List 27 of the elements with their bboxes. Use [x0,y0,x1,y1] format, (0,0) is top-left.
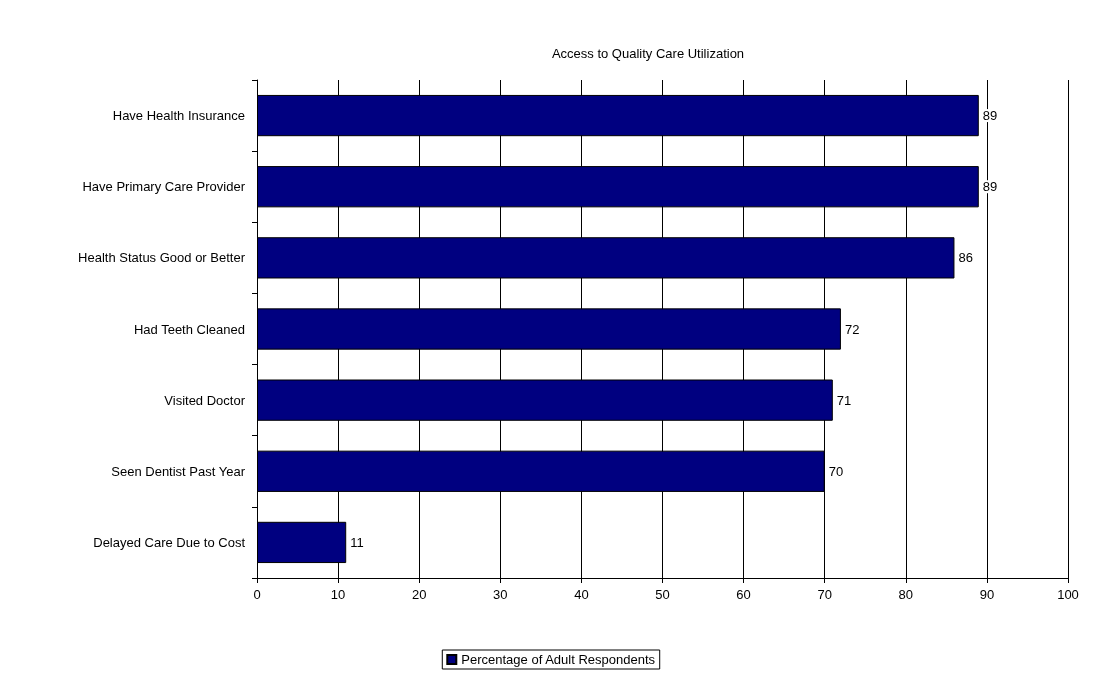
x-tick-label: 0 [253,587,261,602]
y-tick-label: Have Primary Care Provider [82,179,246,195]
y-tick-label: Delayed Care Due to Cost [93,534,246,550]
data-label: 11 [350,534,364,550]
x-tick-label: 80 [898,587,914,602]
x-tick-label: 40 [574,587,589,602]
y-tick-label: Visited Doctor [164,392,246,408]
x-tick-label: 100 [1057,587,1079,602]
x-tick-label: 90 [979,587,995,602]
data-label: 71 [836,392,852,408]
x-tick-label: 50 [655,587,670,602]
data-label: 72 [844,321,860,337]
data-label: 86 [958,250,973,266]
chart-title: Access to Quality Care Utilization [551,46,745,61]
x-tick-label: 10 [330,587,346,602]
legend-label: Percentage of Adult Respondents [461,652,656,667]
y-tick-label: Had Teeth Cleaned [133,321,245,337]
data-label: 70 [828,463,844,479]
y-tick-label: Seen Dentist Past Year [111,463,246,479]
x-tick-label: 60 [736,587,751,602]
data-label: 89 [982,179,998,195]
y-tick-label: Health Status Good or Better [78,250,246,266]
x-tick-label: 20 [411,587,427,602]
y-tick-label: Have Health Insurance [112,108,245,124]
x-tick-label: 70 [817,587,832,602]
data-label: 89 [982,108,998,124]
x-tick-label: 30 [493,587,508,602]
